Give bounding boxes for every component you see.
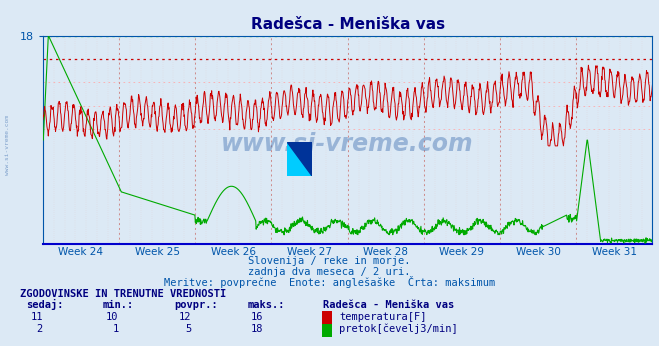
Text: 18: 18 [251, 324, 264, 334]
Text: Radešca - Meniška vas: Radešca - Meniška vas [323, 300, 454, 310]
Text: temperatura[F]: temperatura[F] [339, 312, 427, 322]
Text: zadnja dva meseca / 2 uri.: zadnja dva meseca / 2 uri. [248, 267, 411, 277]
Text: 2: 2 [37, 324, 43, 334]
Text: 1: 1 [113, 324, 119, 334]
Text: pretok[čevelj3/min]: pretok[čevelj3/min] [339, 324, 458, 334]
Text: 16: 16 [251, 312, 264, 322]
Text: www.si-vreme.com: www.si-vreme.com [221, 132, 474, 156]
Text: 5: 5 [185, 324, 191, 334]
Text: www.si-vreme.com: www.si-vreme.com [5, 115, 11, 175]
Text: Slovenija / reke in morje.: Slovenija / reke in morje. [248, 256, 411, 266]
Polygon shape [287, 142, 312, 176]
Text: Meritve: povprečne  Enote: anglešaške  Črta: maksimum: Meritve: povprečne Enote: anglešaške Črt… [164, 276, 495, 288]
Polygon shape [287, 142, 312, 176]
Text: 11: 11 [30, 312, 43, 322]
Text: 10: 10 [106, 312, 119, 322]
Text: povpr.:: povpr.: [175, 300, 218, 310]
Text: ZGODOVINSKE IN TRENUTNE VREDNOSTI: ZGODOVINSKE IN TRENUTNE VREDNOSTI [20, 289, 226, 299]
Polygon shape [287, 142, 312, 176]
Text: maks.:: maks.: [247, 300, 285, 310]
Text: min.:: min.: [102, 300, 133, 310]
Text: sedaj:: sedaj: [26, 299, 64, 310]
Title: Radešca - Meniška vas: Radešca - Meniška vas [250, 17, 445, 33]
Text: 12: 12 [179, 312, 191, 322]
